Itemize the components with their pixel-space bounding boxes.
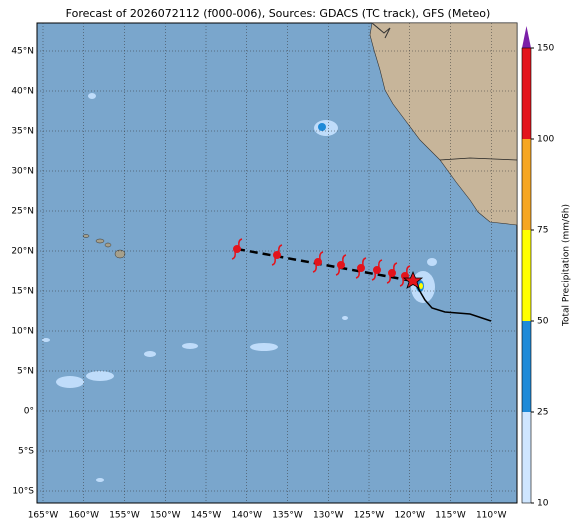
colorbar-tick-label: 10 [537, 499, 549, 509]
storm [233, 245, 241, 253]
lat-label: 10°S [12, 487, 34, 497]
past-track [412, 280, 492, 322]
storm [314, 258, 322, 266]
lon-label: 130°W [313, 511, 344, 521]
border [439, 157, 518, 161]
storm-tail [399, 278, 404, 287]
colorbar-label: Total Precipitation (mm/6h) [562, 204, 572, 327]
storm-tail [342, 254, 347, 263]
colorbar-tick-label: 50 [537, 317, 549, 327]
precip-heavy [419, 283, 423, 289]
lon-label: 120°W [394, 511, 425, 521]
colorbar-frame [521, 47, 532, 504]
lat-label: 25°N [11, 207, 34, 217]
colorbar-tick-label: 150 [537, 44, 554, 54]
lat-label: 5°N [17, 367, 34, 377]
storm-tail [319, 251, 324, 260]
lat-label: 45°N [11, 47, 34, 57]
colorbar-extend [522, 26, 531, 48]
lon-label: 125°W [354, 511, 385, 521]
lon-label: 140°W [231, 511, 262, 521]
current-position [402, 270, 424, 289]
forecast-track [236, 247, 414, 283]
lon-label: 155°W [109, 511, 140, 521]
lat-label: 5°S [18, 447, 34, 457]
lat-label: 40°N [11, 87, 34, 97]
lat-label: 35°N [11, 127, 34, 137]
storm-tail [238, 238, 243, 247]
colorbar-segment [522, 139, 531, 230]
lon-label: 135°W [272, 511, 303, 521]
lat-label: 10°N [11, 327, 34, 337]
storm-tail [278, 244, 283, 253]
storm [373, 266, 381, 274]
storm-tail [355, 270, 360, 279]
lon-label: 115°W [435, 511, 466, 521]
north-america [369, 22, 518, 226]
storm-tail [371, 272, 376, 281]
storm-tail [393, 262, 398, 271]
storm [388, 269, 396, 277]
lon-label: 150°W [150, 511, 181, 521]
lat-label: 30°N [11, 167, 34, 177]
lat-label: 15°N [11, 287, 34, 297]
lat-label: 0° [24, 407, 34, 417]
storm-tail [312, 264, 317, 273]
map [36, 22, 518, 504]
storm-tail [271, 257, 276, 266]
colorbar-segment [522, 412, 531, 503]
storm-tail [386, 275, 391, 284]
lon-label: 160°W [68, 511, 99, 521]
lat-label: 20°N [11, 247, 34, 257]
storm-tail [406, 265, 411, 274]
colorbar-segment [522, 321, 531, 412]
hawaii [82, 234, 126, 259]
coast [371, 22, 391, 39]
precip-moderate [318, 123, 326, 131]
storm [357, 264, 365, 272]
lon-label: 110°W [476, 511, 507, 521]
colorbar-tick-label: 75 [537, 226, 548, 236]
colorbar-segment [522, 48, 531, 139]
lon-label: 145°W [191, 511, 222, 521]
storm-tail [231, 251, 236, 260]
storm [337, 261, 345, 269]
storm-tail [362, 257, 367, 266]
map-title: Forecast of 2026072112 (f000-006), Sourc… [66, 7, 491, 20]
colorbar: 10 25 50 75 100 150 [521, 26, 554, 509]
storm-tail [335, 267, 340, 276]
storm [273, 251, 281, 259]
storm-tail [378, 259, 383, 268]
storm-symbols [231, 238, 411, 287]
colorbar-segment [522, 230, 531, 321]
colorbar-tick-label: 100 [537, 135, 554, 145]
colorbar-tick-label: 25 [537, 408, 548, 418]
lon-label: 165°W [28, 511, 59, 521]
